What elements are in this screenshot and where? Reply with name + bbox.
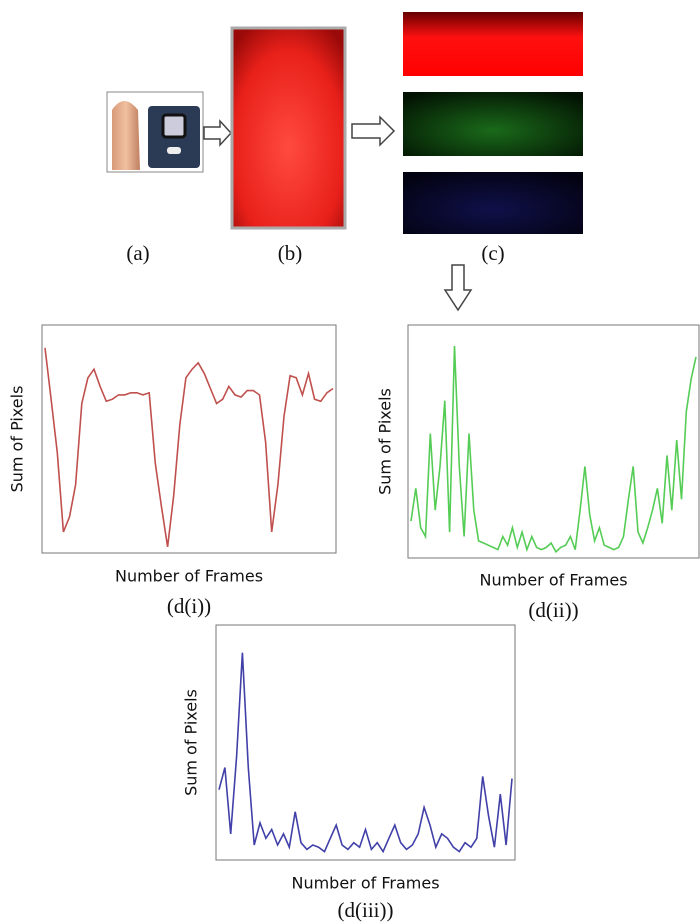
x-axis-label: Number of Frames (291, 874, 439, 893)
x-axis-label: Number of Frames (115, 567, 263, 586)
arrow (443, 264, 473, 312)
caption: (d(iii)) (338, 898, 394, 922)
phone-image (106, 91, 204, 173)
label: (b) (278, 241, 303, 265)
plot-frame (41, 324, 337, 554)
label: (a) (126, 241, 149, 265)
red-channel (403, 12, 583, 76)
arrow (203, 119, 233, 147)
y-axis-label: Sum of Pixels (182, 689, 201, 796)
label: (c) (481, 241, 504, 265)
blue-channel (403, 172, 583, 234)
data-line (218, 652, 513, 854)
plot-frame (215, 624, 516, 861)
caption: (d(i)) (167, 594, 211, 618)
green-channel (403, 92, 583, 156)
arrow (351, 115, 396, 147)
x-axis-label: Number of Frames (479, 571, 627, 590)
caption: (d(ii)) (528, 598, 578, 622)
y-axis-label: Sum of Pixels (8, 386, 27, 493)
data-line (410, 345, 697, 554)
data-line (44, 347, 334, 548)
red-frame (230, 26, 347, 230)
y-axis-label: Sum of Pixels (376, 388, 395, 495)
